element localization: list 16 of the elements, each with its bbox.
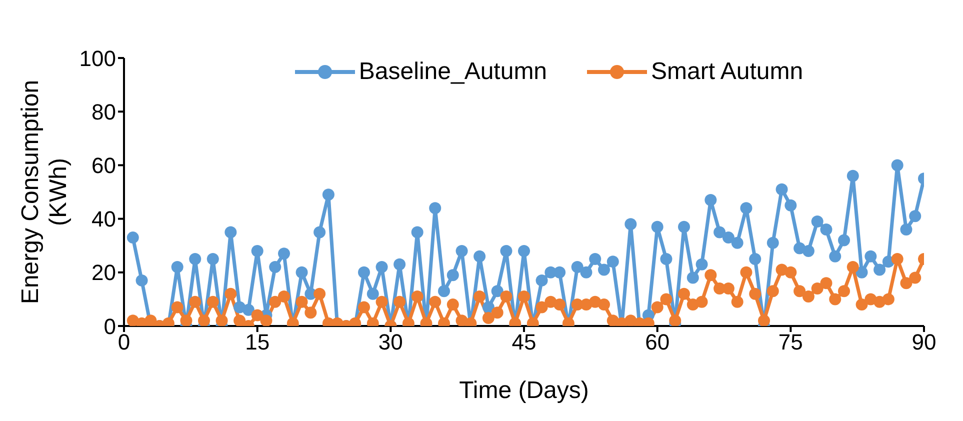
x-tick-label: 75 (778, 330, 803, 355)
x-tick-label: 30 (378, 330, 403, 355)
x-tick-label: 15 (245, 330, 270, 355)
y-tick-label: 20 (92, 260, 116, 286)
legend-label: Baseline_Autumn (358, 58, 548, 86)
x-axis-title: Time (Days) (459, 377, 589, 404)
x-tick-label: 60 (645, 330, 670, 355)
y-tick-label: 80 (92, 99, 116, 124)
y-tick-label: 60 (92, 153, 116, 178)
x-tick-label: 90 (912, 330, 936, 355)
y-tick-label: 100 (79, 46, 116, 71)
y-axis-title: Energy Consumption (KWh) (17, 80, 72, 304)
y-tick-label: 0 (104, 314, 116, 339)
legend-label: Smart Autumn (651, 58, 804, 86)
x-tick-label: 45 (512, 330, 536, 355)
y-tick-label: 40 (92, 206, 116, 232)
